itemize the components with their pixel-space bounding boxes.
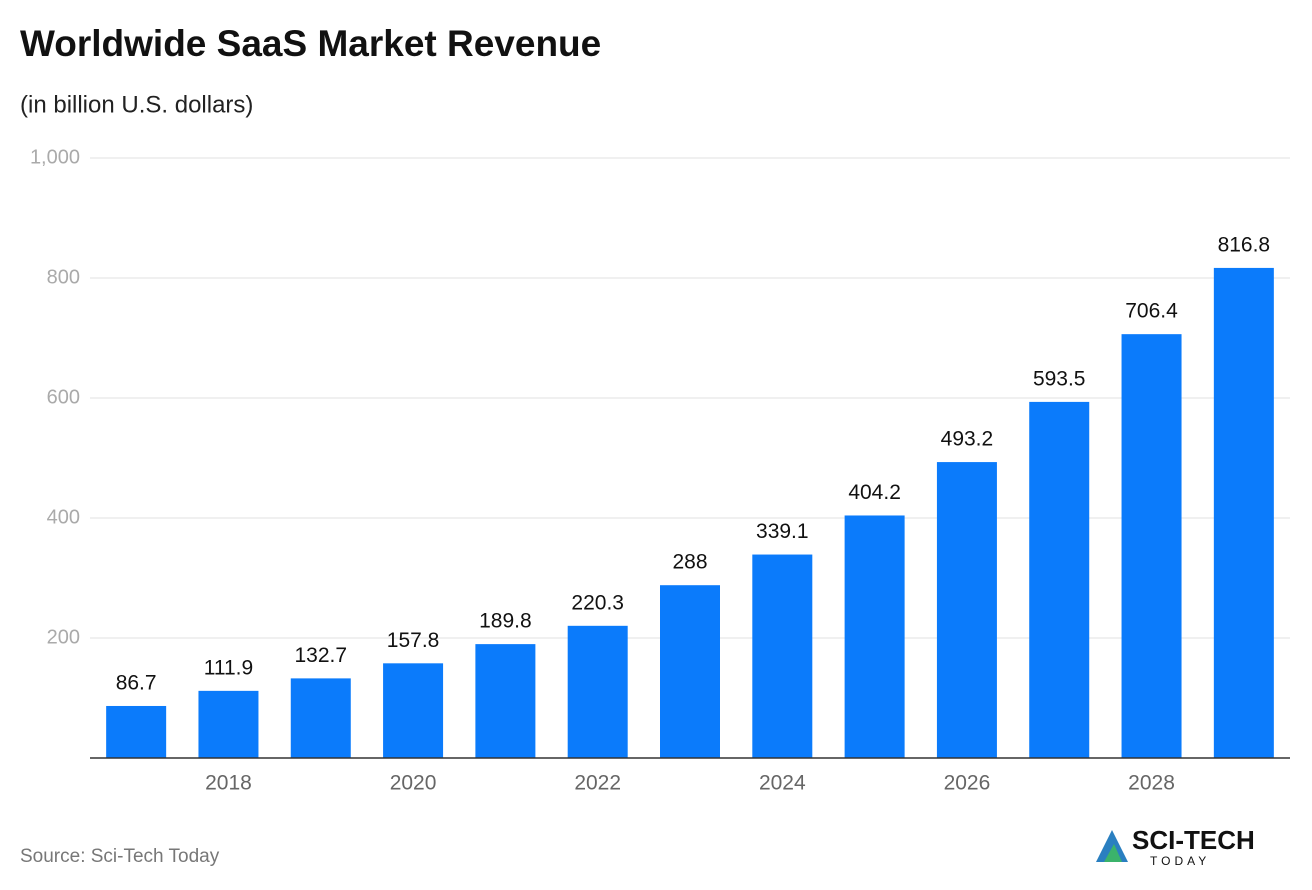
logo-icon (1096, 830, 1128, 862)
x-tick-label: 2026 (944, 772, 991, 795)
bar (475, 644, 536, 758)
data-label: 189.8 (479, 610, 532, 633)
logo-icon-inner (1104, 844, 1122, 862)
y-tick-label: 800 (47, 266, 80, 288)
bar (567, 625, 628, 758)
bar (936, 462, 997, 758)
bar (660, 585, 720, 758)
data-label: 493.2 (941, 428, 994, 451)
bar (106, 705, 167, 758)
logo: SCI-TECH TODAY (1096, 825, 1255, 868)
x-tick-label: 2018 (205, 772, 252, 795)
source: Source: Sci-Tech Today (20, 846, 220, 867)
chart-title: Worldwide SaaS Market Revenue (20, 23, 601, 64)
x-tick-label: 2022 (574, 772, 621, 795)
data-label: 132.7 (294, 644, 347, 667)
x-tick-label: 2028 (1128, 772, 1175, 795)
x-tick-label: 2020 (390, 772, 437, 795)
bar (844, 515, 905, 758)
y-tick-label: 600 (47, 386, 80, 408)
bar (383, 663, 444, 758)
bar (1121, 334, 1182, 758)
data-label: 816.8 (1218, 233, 1271, 256)
y-tick-label: 400 (47, 506, 80, 528)
bar (1213, 267, 1274, 758)
logo-text: SCI-TECH (1132, 825, 1255, 855)
x-tick-label: 2024 (759, 772, 806, 795)
data-label: 86.7 (116, 672, 157, 695)
data-label: 593.5 (1033, 367, 1086, 390)
y-tick-label: 1,000 (30, 146, 80, 168)
data-label: 706.4 (1125, 300, 1178, 323)
chart-subtitle: (in billion U.S. dollars) (20, 91, 253, 118)
bar (752, 554, 813, 758)
data-label: 220.3 (571, 591, 624, 614)
data-label: 339.1 (756, 520, 809, 543)
data-label: 157.8 (387, 629, 440, 652)
bar (290, 678, 351, 758)
bar (198, 690, 259, 758)
data-label: 288 (672, 551, 707, 574)
y-tick-label: 200 (47, 626, 80, 648)
data-label: 404.2 (848, 481, 901, 504)
data-label: 111.9 (204, 656, 253, 679)
bar (1029, 401, 1090, 758)
logo-subtext: TODAY (1150, 854, 1210, 868)
